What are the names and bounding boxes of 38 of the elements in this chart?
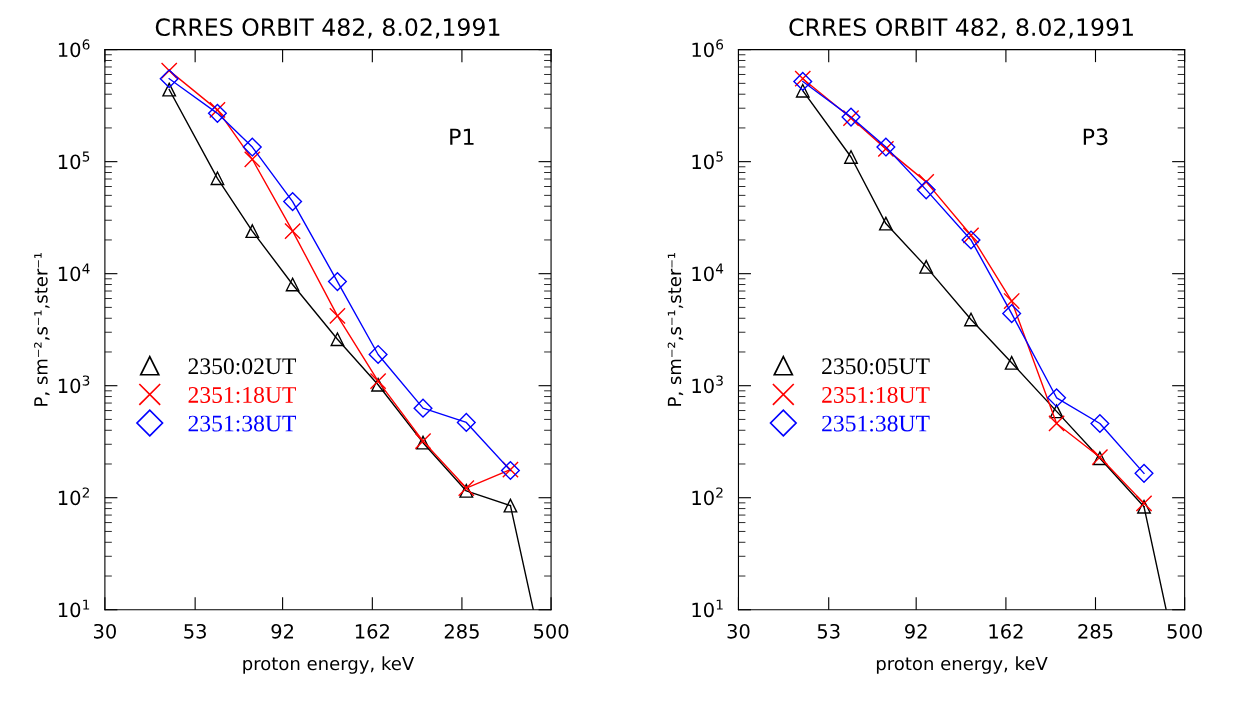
chart-title: CRRES ORBIT 482, 8.02,1991 bbox=[155, 18, 500, 39]
x-tick-label: 92 bbox=[271, 623, 294, 639]
y-axis-title: P, sm⁻²,s⁻¹,ster⁻¹ bbox=[34, 252, 50, 406]
x-axis-title: proton energy, keV bbox=[243, 656, 415, 674]
y-tick-label: 10$^{2}$ bbox=[58, 487, 89, 506]
y-tick-label: 10$^{4}$ bbox=[58, 263, 90, 282]
y-tick-label: 10$^{1}$ bbox=[692, 599, 723, 618]
x-tick-label: 30 bbox=[94, 623, 116, 639]
x-tick-label: 162 bbox=[989, 623, 1023, 639]
annotation: P3 bbox=[1083, 128, 1108, 146]
y-tick-label: 10$^{5}$ bbox=[58, 151, 90, 170]
y-tick-label: 10$^{5}$ bbox=[692, 151, 723, 170]
legend-label: 2350:05UT bbox=[822, 358, 930, 375]
y-tick-label: 10$^{2}$ bbox=[692, 487, 723, 506]
legend-label: 2351:38UT bbox=[188, 415, 296, 432]
x-tick-label: 162 bbox=[355, 623, 389, 639]
x-tick-label: 92 bbox=[905, 623, 927, 639]
y-tick-label: 10$^{1}$ bbox=[58, 599, 90, 618]
x-tick-label: 500 bbox=[1167, 623, 1202, 639]
legend-label: 2351:18UT bbox=[188, 386, 296, 403]
x-tick-label: 500 bbox=[534, 623, 569, 639]
chart-title: CRRES ORBIT 482, 8.02,1991 bbox=[789, 18, 1133, 39]
x-tick-label: 53 bbox=[184, 623, 206, 639]
y-tick-label: 10$^{6}$ bbox=[58, 39, 90, 58]
y-tick-label: 10$^{3}$ bbox=[58, 375, 90, 394]
annotation: P1 bbox=[450, 128, 474, 145]
y-axis-title: P, sm⁻²,s⁻¹,ster⁻¹ bbox=[667, 252, 684, 406]
y-tick-label: 10$^{6}$ bbox=[692, 39, 724, 58]
x-axis-title: proton energy, keV bbox=[876, 656, 1048, 674]
x-tick-label: 53 bbox=[817, 623, 840, 639]
y-tick-label: 10$^{4}$ bbox=[692, 263, 724, 282]
x-tick-label: 285 bbox=[444, 623, 479, 639]
legend-label: 2350:02UT bbox=[188, 358, 296, 375]
x-tick-label: 30 bbox=[727, 623, 750, 639]
legend-label: 2351:18UT bbox=[822, 386, 930, 403]
y-tick-label: 10$^{3}$ bbox=[692, 375, 723, 394]
x-tick-label: 285 bbox=[1078, 623, 1113, 639]
legend-label: 2351:38UT bbox=[822, 415, 930, 432]
